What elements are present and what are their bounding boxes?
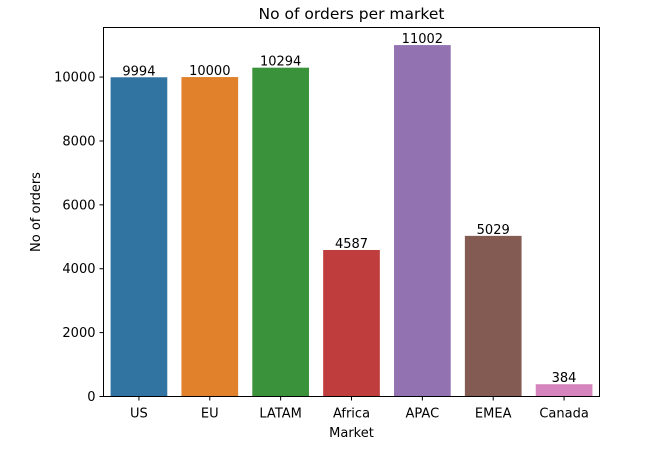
x-tick-label-eu: EU (201, 407, 219, 422)
bar-canada (535, 384, 593, 397)
x-tick-label-latam: LATAM (259, 407, 301, 422)
y-tick-label: 4000 (62, 262, 95, 277)
x-axis-ticks: US EU LATAM Africa APAC EMEA Canada (130, 396, 589, 422)
bar-africa (323, 249, 380, 397)
x-axis-label: Market (329, 426, 374, 441)
bar-latam (252, 67, 309, 397)
y-tick-label: 2000 (62, 326, 95, 341)
y-tick-label: 10000 (54, 71, 95, 86)
bar-eu (181, 77, 239, 397)
bar-apac (394, 45, 451, 397)
y-tick-label: 6000 (62, 198, 95, 213)
data-labels-group: 9994 10000 10294 4587 11002 5029 384 (122, 32, 576, 386)
x-tick-label-canada: Canada (539, 407, 588, 422)
bar-emea (464, 235, 522, 397)
data-label-us: 9994 (122, 64, 155, 79)
data-label-eu: 10000 (189, 64, 230, 79)
y-tick-label: 8000 (62, 134, 95, 149)
x-tick-label-africa: Africa (333, 407, 370, 422)
y-tick-label: 0 (87, 390, 95, 405)
y-axis-label: No of orders (29, 172, 44, 252)
data-label-latam: 10294 (260, 55, 301, 70)
data-label-apac: 11002 (402, 32, 443, 47)
x-tick-label-us: US (130, 407, 148, 422)
x-tick-label-apac: APAC (406, 407, 440, 422)
bars-group (110, 45, 593, 397)
x-tick-label-emea: EMEA (475, 407, 512, 422)
data-label-canada: 384 (552, 371, 577, 386)
plot-frame (103, 27, 600, 397)
y-axis-ticks: 0 2000 4000 6000 8000 10000 (54, 71, 104, 405)
data-label-africa: 4587 (335, 237, 368, 252)
bar-us (110, 77, 168, 397)
data-label-emea: 5029 (477, 223, 510, 238)
chart-title: No of orders per market (259, 5, 445, 23)
